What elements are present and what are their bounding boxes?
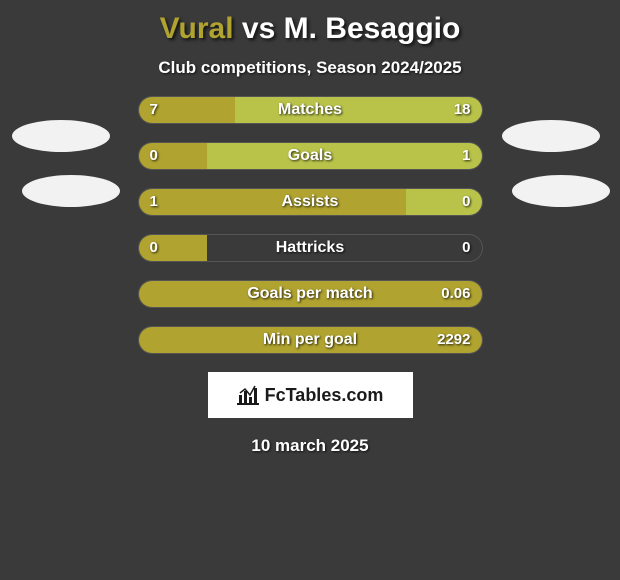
stats-rows: Matches718 Goals01 Assists10 Hattricks00 Goa… — [0, 96, 620, 354]
chart-icon — [237, 385, 259, 405]
subtitle: Club competitions, Season 2024/2025 — [0, 50, 620, 96]
stat-bar-left — [139, 97, 235, 123]
brand-text: FcTables.com — [265, 385, 384, 406]
stat-bar-left — [139, 327, 482, 353]
stat-bar — [138, 326, 483, 354]
stat-bar — [138, 280, 483, 308]
player2-name: M. Besaggio — [284, 12, 461, 45]
stat-row: Assists10 — [138, 188, 483, 216]
stat-bar-right — [406, 189, 481, 215]
stat-bar-left — [139, 143, 208, 169]
stat-bar — [138, 96, 483, 124]
stat-bar — [138, 142, 483, 170]
stat-row: Min per goal2292 — [138, 326, 483, 354]
stat-bar-left — [139, 189, 407, 215]
vs-text: vs — [234, 12, 284, 45]
comparison-title: Vural vs M. Besaggio — [0, 0, 620, 50]
date-text: 10 march 2025 — [0, 430, 620, 456]
stat-row: Hattricks00 — [138, 234, 483, 262]
brand-logo: FcTables.com — [208, 372, 413, 418]
stat-bar-left — [139, 281, 482, 307]
stat-bar — [138, 188, 483, 216]
stat-row: Goals per match0.06 — [138, 280, 483, 308]
player1-name: Vural — [160, 12, 234, 45]
stat-bar — [138, 234, 483, 262]
stat-row: Goals01 — [138, 142, 483, 170]
stat-row: Matches718 — [138, 96, 483, 124]
stat-bar-right — [235, 97, 482, 123]
stat-bar-left — [139, 235, 208, 261]
stat-bar-right — [207, 143, 481, 169]
